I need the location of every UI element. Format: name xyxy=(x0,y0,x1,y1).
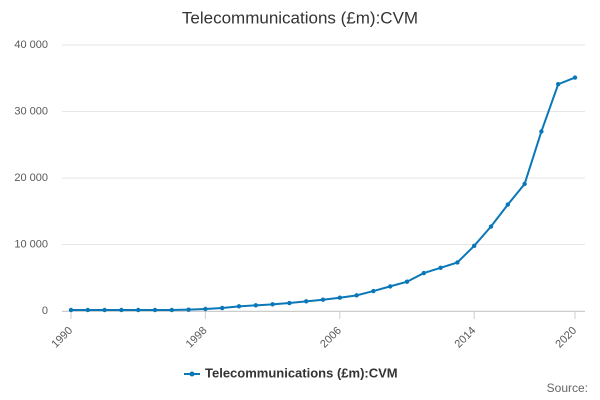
data-point xyxy=(68,307,74,313)
x-tick-label: 2020 xyxy=(553,325,579,351)
data-point xyxy=(287,300,292,306)
x-tick-label: 1990 xyxy=(49,325,75,351)
data-point xyxy=(522,181,527,187)
series-line xyxy=(71,76,576,312)
x-tick-label: 1998 xyxy=(184,325,210,351)
data-point xyxy=(455,260,460,265)
chart-title: Telecommunications (£m):CVM xyxy=(182,8,418,27)
data-point xyxy=(304,299,309,304)
data-point xyxy=(220,305,225,311)
data-point xyxy=(371,288,376,294)
data-point xyxy=(152,307,158,313)
data-point xyxy=(388,284,393,289)
y-tick-label: 0 xyxy=(42,305,48,317)
x-tick-label: 2014 xyxy=(453,325,479,351)
data-point xyxy=(320,297,326,302)
y-tick-label: 20 000 xyxy=(14,172,48,184)
legend-label: Telecommunications (£m):CVM xyxy=(205,365,398,380)
data-point xyxy=(203,306,208,312)
data-point xyxy=(354,293,359,298)
data-point xyxy=(505,202,510,207)
y-tick-label: 30 000 xyxy=(14,105,48,117)
data-point xyxy=(136,307,141,313)
data-point xyxy=(169,307,174,313)
data-point xyxy=(438,265,443,270)
data-point xyxy=(472,243,477,249)
data-point xyxy=(85,307,91,313)
data-point xyxy=(186,307,191,312)
data-point xyxy=(102,307,107,313)
data-point xyxy=(572,75,578,80)
data-point xyxy=(539,129,544,134)
data-point xyxy=(236,304,242,309)
source-label: Source: xyxy=(547,381,588,395)
data-point xyxy=(488,224,494,229)
data-point xyxy=(556,82,561,87)
data-point xyxy=(421,270,426,276)
y-tick-label: 40 000 xyxy=(14,39,48,51)
data-point xyxy=(337,295,342,300)
data-point xyxy=(270,302,275,307)
y-tick-label: 10 000 xyxy=(14,238,48,250)
data-point xyxy=(119,307,124,313)
data-point xyxy=(253,303,258,308)
x-tick-label: 2006 xyxy=(318,325,344,351)
data-point xyxy=(404,279,410,284)
legend-marker xyxy=(189,371,195,377)
